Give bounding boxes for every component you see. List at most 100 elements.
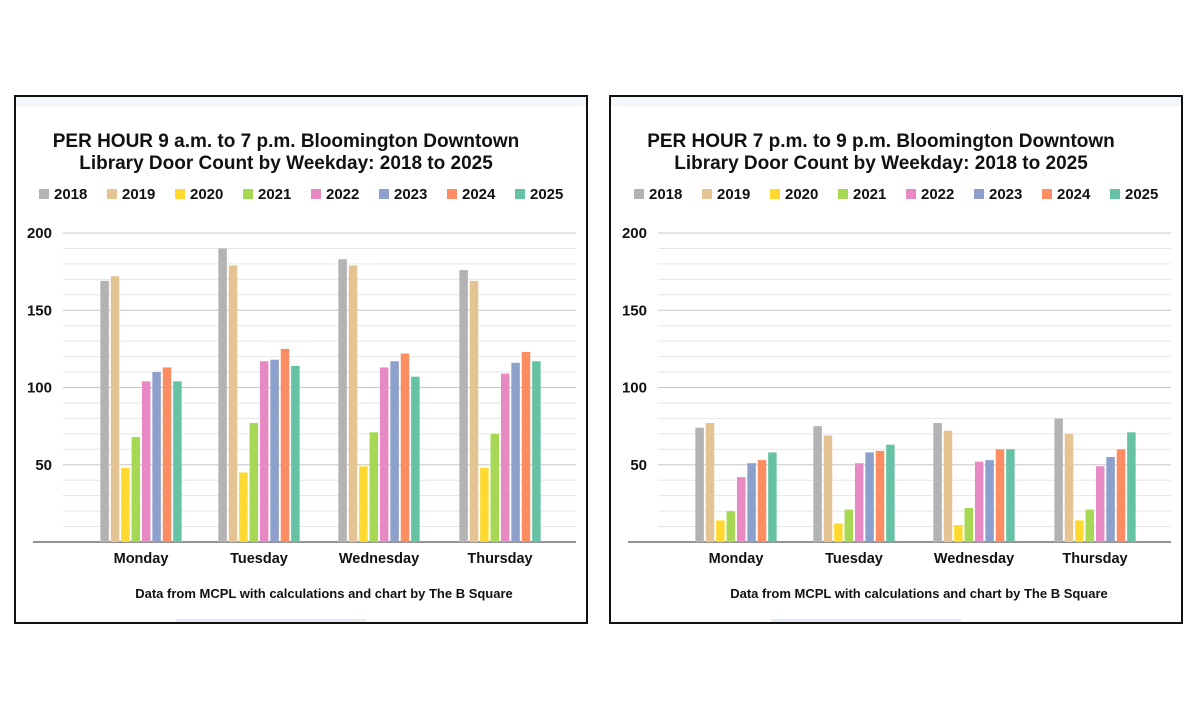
legend-label: 2018 [649,186,682,203]
chart-title-line: PER HOUR 7 p.m. to 9 p.m. Bloomington Do… [647,131,1115,152]
bar-thursday-2022 [500,373,510,542]
legend-swatch [702,189,712,199]
legend-label: 2022 [326,186,359,203]
bar-tuesday-2018 [813,426,822,543]
legend-swatch [175,189,185,199]
legend-label: 2024 [462,186,496,203]
bar-monday-2025 [173,381,182,542]
x-category-label: Thursday [1062,551,1127,567]
bottom-band [176,619,366,622]
x-category-label: Thursday [467,551,532,567]
chart-panel-evening: PER HOUR 7 p.m. to 9 p.m. Bloomington Do… [609,95,1183,624]
chart-title-line: Library Door Count by Weekday: 2018 to 2… [79,153,493,174]
bar-wednesday-2022 [379,367,389,542]
bar-tuesday-2019 [228,265,238,542]
legend-label: 2024 [1057,186,1091,203]
bar-thursday-2024 [1116,449,1126,542]
x-category-label: Monday [114,551,169,567]
legend-label: 2018 [54,186,87,203]
legend-label: 2019 [122,186,155,203]
bar-thursday-2020 [1075,520,1084,542]
top-band [16,97,586,106]
bar-tuesday-2020 [834,523,843,542]
bar-thursday-2019 [1064,433,1074,542]
x-category-label: Monday [709,551,764,567]
y-tick-label: 150 [622,302,647,319]
bar-tuesday-2022 [854,463,864,542]
bar-monday-2024 [162,367,172,542]
bar-thursday-2019 [469,280,479,542]
bar-thursday-2023 [1106,457,1115,542]
x-category-label: Tuesday [230,551,288,567]
bar-tuesday-2024 [875,450,885,542]
chart-title-line: PER HOUR 9 a.m. to 7 p.m. Bloomington Do… [53,131,520,152]
bar-wednesday-2021 [369,432,379,542]
y-tick-label: 100 [27,380,52,397]
chart-title-line: Library Door Count by Weekday: 2018 to 2… [674,153,1088,174]
chart-panel-daytime: PER HOUR 9 a.m. to 7 p.m. Bloomington Do… [14,95,588,624]
bar-wednesday-2021 [964,508,974,542]
y-tick-label: 200 [622,225,647,242]
bar-monday-2019 [110,276,120,542]
bar-tuesday-2024 [280,348,290,543]
bar-thursday-2018 [459,270,468,542]
bar-wednesday-2018 [933,423,942,542]
legend-swatch [1110,189,1120,199]
bar-monday-2024 [757,460,767,542]
legend-swatch [974,189,984,199]
legend-swatch [39,189,49,199]
bar-tuesday-2023 [865,452,874,542]
y-tick-label: 150 [27,302,52,319]
bar-thursday-2021 [1085,509,1095,542]
legend-swatch [379,189,389,199]
bar-monday-2018 [100,280,109,542]
legend-label: 2023 [989,186,1022,203]
legend-label: 2020 [190,186,223,203]
bar-tuesday-2025 [291,365,300,542]
legend-swatch [447,189,457,199]
bar-thursday-2022 [1095,466,1105,542]
legend-label: 2023 [394,186,427,203]
legend-swatch [107,189,117,199]
chart-daytime: PER HOUR 9 a.m. to 7 p.m. Bloomington Do… [16,97,586,622]
bar-tuesday-2021 [844,509,854,542]
bar-thursday-2024 [521,351,531,542]
bar-tuesday-2025 [886,444,895,542]
bar-wednesday-2025 [411,376,420,542]
bar-tuesday-2021 [249,423,259,542]
bar-monday-2021 [131,436,141,542]
legend-label: 2025 [530,186,563,203]
legend-swatch [906,189,916,199]
bar-wednesday-2023 [985,460,994,542]
bar-monday-2021 [726,511,736,542]
legend-swatch [634,189,644,199]
bar-thursday-2023 [511,362,520,542]
x-category-label: Wednesday [934,551,1014,567]
chart-source-note: Data from MCPL with calculations and cha… [730,586,1108,601]
chart-evening: PER HOUR 7 p.m. to 9 p.m. Bloomington Do… [611,97,1181,622]
bar-thursday-2025 [532,361,541,542]
bar-thursday-2018 [1054,418,1063,542]
bottom-band [771,619,961,622]
legend-swatch [1042,189,1052,199]
bar-monday-2022 [141,381,151,542]
legend-label: 2021 [853,186,886,203]
legend-swatch [243,189,253,199]
bar-wednesday-2019 [943,430,953,542]
bar-wednesday-2018 [338,259,347,542]
bar-wednesday-2020 [954,525,963,542]
chart-source-note: Data from MCPL with calculations and cha… [135,586,513,601]
y-tick-label: 50 [630,457,647,474]
bar-monday-2020 [716,520,725,542]
bar-monday-2019 [705,423,715,542]
bar-monday-2020 [121,467,130,542]
legend-label: 2019 [717,186,750,203]
top-band [611,97,1181,106]
bar-tuesday-2018 [218,248,227,542]
bar-monday-2022 [736,477,746,542]
legend-swatch [311,189,321,199]
legend-swatch [515,189,525,199]
legend-swatch [838,189,848,199]
legend-label: 2025 [1125,186,1158,203]
legend-label: 2020 [785,186,818,203]
